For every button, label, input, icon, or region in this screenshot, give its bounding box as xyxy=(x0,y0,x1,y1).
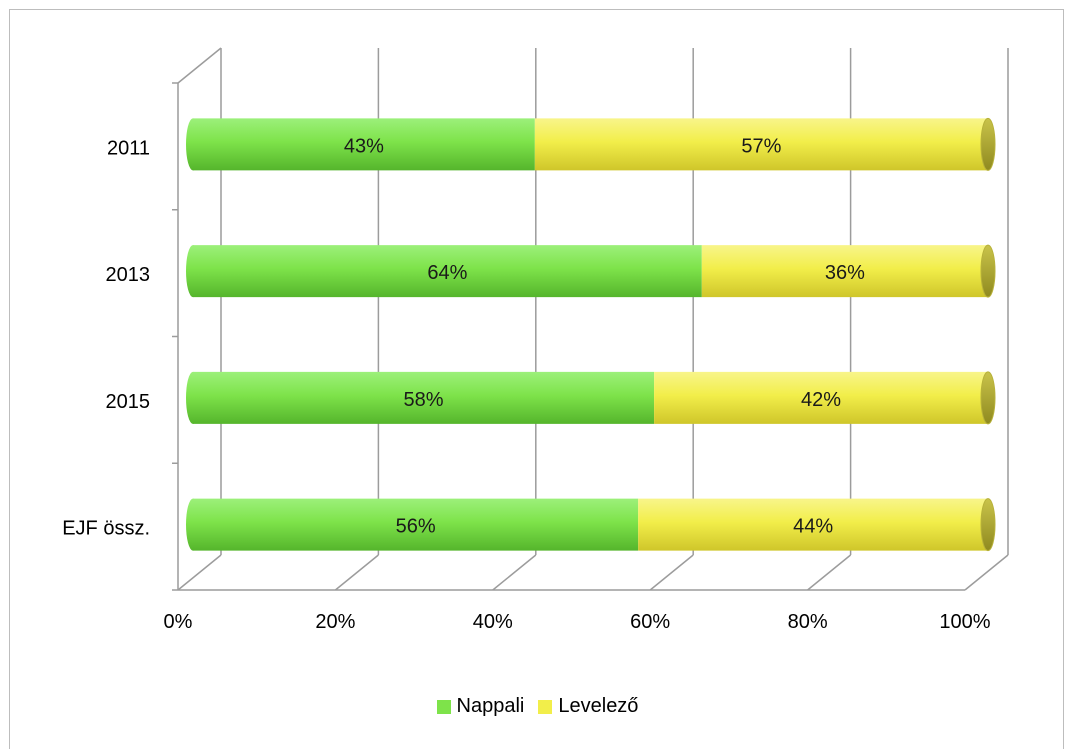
data-label: 58% xyxy=(404,389,444,411)
legend-label-nappali: Nappali xyxy=(456,695,525,717)
y-tick-label: EJF össz. xyxy=(62,518,150,540)
labels: 0% 20% 40% 60% 80% 100% 2011 43% 57% 2013 64% 36% 20… xyxy=(62,135,991,633)
data-label: 57% xyxy=(741,135,781,157)
axes xyxy=(172,47,965,591)
bar-cap-left xyxy=(186,118,200,171)
bar-segment-levelező xyxy=(638,498,988,551)
bars xyxy=(186,117,996,552)
bar-segment-levelező xyxy=(654,371,988,424)
legend-label-levelezo: Levelező xyxy=(558,695,639,717)
floor-gridline xyxy=(177,554,222,591)
legend-item-nappali: Nappali xyxy=(436,695,525,718)
x-tick-label: 40% xyxy=(473,611,513,633)
y-axis-top-edge xyxy=(177,47,222,84)
bar-cap-right xyxy=(980,371,996,425)
bar-cap-left xyxy=(186,245,200,298)
x-tick-label: 100% xyxy=(939,611,990,633)
data-label: 43% xyxy=(344,135,384,157)
legend: Nappali Levelező xyxy=(0,695,1075,718)
x-tick-label: 80% xyxy=(788,611,828,633)
y-tick-label: 2011 xyxy=(107,137,150,159)
data-label: 44% xyxy=(793,516,833,538)
bar-segment-nappali xyxy=(193,118,535,171)
floor-gridline xyxy=(492,554,537,591)
bar-cap-right xyxy=(980,117,996,171)
legend-swatch-levelezo xyxy=(538,699,553,714)
bar-cap-left xyxy=(186,371,200,424)
y-tick-label: 2013 xyxy=(106,264,151,286)
data-label: 36% xyxy=(825,262,865,284)
y-tick-label: 2015 xyxy=(106,391,151,413)
bar-cap-right xyxy=(980,244,996,298)
x-tick-label: 60% xyxy=(630,611,670,633)
bar-cap-right xyxy=(980,498,996,552)
floor-gridline xyxy=(807,554,852,591)
bar-segment-nappali xyxy=(193,371,655,424)
bar-segment-levelező xyxy=(534,118,988,171)
chart-frame xyxy=(9,9,1064,749)
legend-swatch-nappali xyxy=(436,699,451,714)
bar-segment-levelező xyxy=(701,245,988,298)
data-label: 56% xyxy=(396,516,436,538)
bar-segment-nappali xyxy=(193,245,702,298)
data-label: 64% xyxy=(427,262,467,284)
x-tick-label: 20% xyxy=(315,611,355,633)
floor-gridline xyxy=(964,554,1009,591)
floor-gridline xyxy=(334,554,379,591)
bar-cap-left xyxy=(186,498,200,551)
legend-item-levelezo: Levelező xyxy=(538,695,638,718)
data-label: 42% xyxy=(801,389,841,411)
x-tick-label: 0% xyxy=(164,611,193,633)
bar-segment-nappali xyxy=(193,498,639,551)
floor-gridline xyxy=(649,554,694,591)
